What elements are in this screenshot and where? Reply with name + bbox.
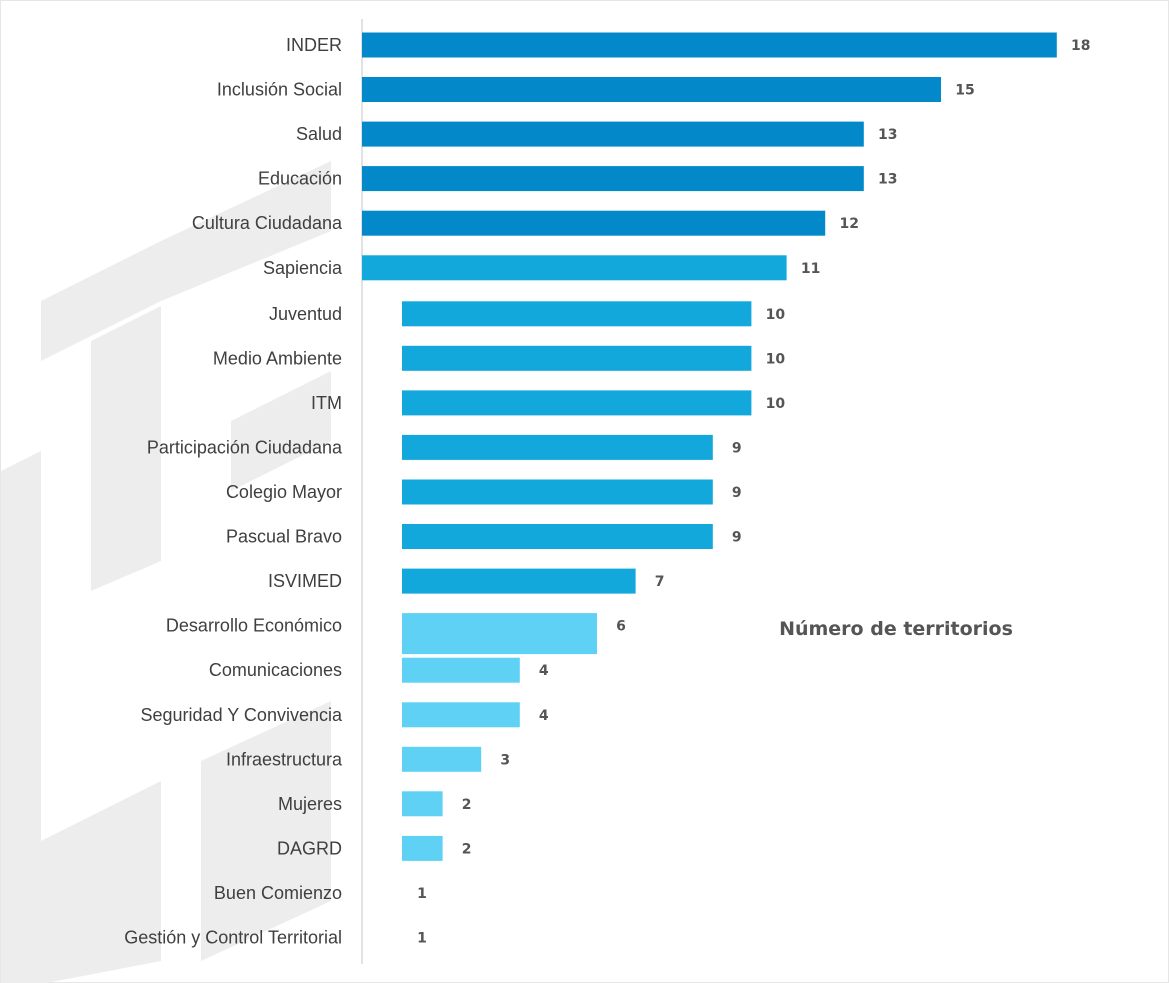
value-label: 9 bbox=[732, 440, 742, 456]
category-label: Sapiencia bbox=[263, 258, 343, 278]
bar bbox=[402, 702, 520, 728]
category-label: Buen Comienzo bbox=[214, 883, 342, 903]
bar bbox=[362, 166, 864, 192]
value-label: 15 bbox=[955, 83, 974, 99]
value-label: 12 bbox=[839, 216, 858, 232]
category-label: Infraestructura bbox=[226, 749, 343, 769]
bar bbox=[402, 746, 482, 772]
value-label: 1 bbox=[417, 931, 427, 947]
value-label: 9 bbox=[732, 530, 742, 546]
value-label: 13 bbox=[878, 127, 897, 143]
bar bbox=[362, 121, 864, 147]
watermark-shape bbox=[91, 306, 161, 591]
watermark-logo bbox=[1, 161, 331, 983]
category-label: DAGRD bbox=[277, 838, 342, 858]
value-label: 2 bbox=[462, 797, 472, 813]
bar bbox=[402, 791, 443, 817]
category-label: INDER bbox=[286, 35, 342, 55]
value-label: 9 bbox=[732, 485, 742, 501]
value-label: 10 bbox=[766, 351, 786, 367]
category-label: Seguridad Y Convivencia bbox=[141, 705, 343, 725]
bar bbox=[362, 32, 1057, 58]
bar bbox=[362, 255, 787, 281]
bar bbox=[402, 345, 752, 371]
watermark-shape bbox=[1, 781, 41, 983]
bar bbox=[402, 568, 636, 594]
value-label: 2 bbox=[462, 841, 472, 857]
category-label: Educación bbox=[258, 169, 342, 189]
bar bbox=[402, 835, 443, 861]
bar-series bbox=[362, 32, 1057, 861]
bar bbox=[362, 77, 941, 102]
category-label: Comunicaciones bbox=[209, 660, 342, 680]
value-label: 11 bbox=[801, 261, 820, 277]
value-label: 1 bbox=[417, 886, 427, 902]
watermark-shape bbox=[201, 701, 331, 961]
category-label: ITM bbox=[311, 393, 342, 413]
category-label: Salud bbox=[296, 124, 342, 144]
category-label: Juventud bbox=[269, 304, 342, 324]
bar bbox=[402, 301, 752, 327]
category-label: Colegio Mayor bbox=[226, 482, 342, 502]
value-label: 6 bbox=[616, 619, 626, 635]
bar bbox=[402, 657, 520, 683]
category-label: Pascual Bravo bbox=[226, 527, 342, 547]
category-label: Participación Ciudadana bbox=[147, 437, 343, 457]
watermark-shape bbox=[231, 371, 331, 491]
category-label: Inclusión Social bbox=[217, 80, 342, 100]
chart-title: Número de territorios bbox=[779, 618, 1013, 640]
bar bbox=[362, 210, 826, 236]
bar bbox=[402, 390, 752, 416]
bar bbox=[402, 613, 597, 655]
category-label: Desarrollo Económico bbox=[166, 616, 342, 636]
value-label: 18 bbox=[1071, 38, 1090, 54]
value-label: 4 bbox=[539, 663, 549, 679]
value-label: 10 bbox=[766, 396, 786, 412]
category-label: Medio Ambiente bbox=[213, 348, 342, 368]
value-label: 4 bbox=[539, 708, 549, 724]
value-label: 7 bbox=[655, 574, 665, 590]
category-label: Gestión y Control Territorial bbox=[124, 928, 342, 948]
value-label: 13 bbox=[878, 172, 897, 188]
category-label: Mujeres bbox=[278, 794, 342, 814]
value-label: 10 bbox=[766, 307, 786, 323]
bar bbox=[402, 479, 713, 505]
category-label: Cultura Ciudadana bbox=[192, 213, 343, 233]
category-labels: INDER Inclusión Social Salud Educación Cultu… bbox=[124, 35, 343, 948]
watermark-shape bbox=[41, 781, 161, 983]
value-label: 3 bbox=[500, 752, 510, 768]
watermark-shape bbox=[161, 161, 331, 301]
watermark-shape bbox=[41, 241, 161, 361]
category-label: ISVIMED bbox=[268, 571, 342, 591]
bar bbox=[402, 434, 713, 460]
bar bbox=[402, 524, 713, 549]
